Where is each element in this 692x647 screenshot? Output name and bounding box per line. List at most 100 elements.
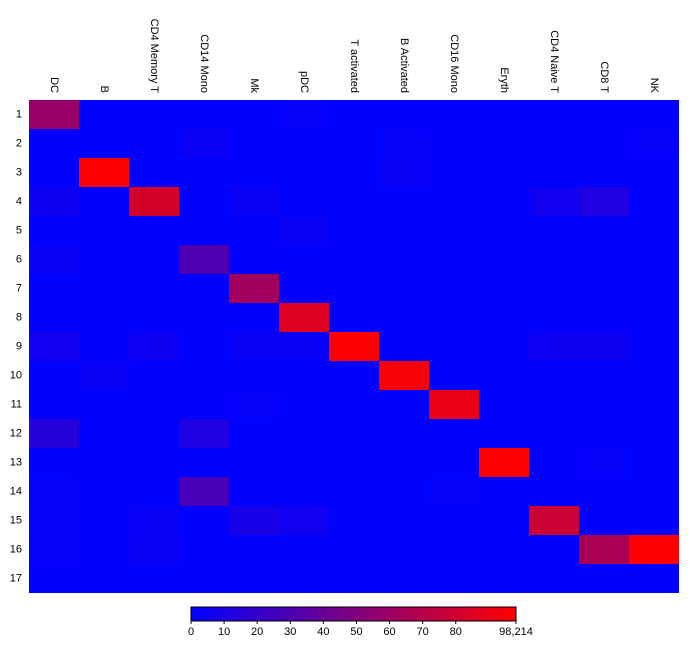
heatmap-cell-r8-b bbox=[79, 303, 129, 332]
heatmap-cell-r2-t-activated bbox=[329, 129, 379, 158]
heatmap-cell-r10-mk bbox=[229, 361, 279, 390]
heatmap-cell-r1-b-activated bbox=[379, 100, 429, 129]
heatmap-cell-r12-cd14-mono bbox=[179, 419, 229, 448]
colorbar-tick-label: 30 bbox=[284, 626, 296, 638]
heatmap-cell-r2-cd14-mono bbox=[179, 129, 229, 158]
heatmap-cell-r9-cd14-mono bbox=[179, 332, 229, 361]
heatmap-cell-r9-mk bbox=[229, 332, 279, 361]
colorbar-tick-label: 80 bbox=[450, 626, 462, 638]
heatmap-cell-r14-mk bbox=[229, 477, 279, 506]
heatmap-cell-r15-cd8-t bbox=[579, 506, 629, 535]
heatmap-cell-r10-b-activated bbox=[379, 361, 429, 390]
heatmap-cell-r8-eryth bbox=[479, 303, 529, 332]
heatmap-cell-r17-eryth bbox=[479, 564, 529, 593]
heatmap-cell-r6-t-activated bbox=[329, 245, 379, 274]
row-label-6: 6 bbox=[16, 253, 22, 265]
heatmap-cell-r10-t-activated bbox=[329, 361, 379, 390]
heatmap-cells bbox=[29, 100, 679, 593]
heatmap-cell-r11-cd8-t bbox=[579, 390, 629, 419]
heatmap-cell-r8-cd16-mono bbox=[429, 303, 479, 332]
heatmap-cell-r6-b bbox=[79, 245, 129, 274]
row-label-9: 9 bbox=[16, 340, 22, 352]
colorbar: 0 10 20 30 40 50 60 70 80 98,214 bbox=[188, 606, 533, 638]
heatmap-cell-r14-b-activated bbox=[379, 477, 429, 506]
heatmap-cell-r12-cd16-mono bbox=[429, 419, 479, 448]
heatmap-cell-r3-pdc bbox=[279, 158, 329, 187]
heatmap-cell-r11-mk bbox=[229, 390, 279, 419]
column-label-pdc: pDC bbox=[298, 71, 310, 93]
colorbar-tick-label: 0 bbox=[188, 626, 194, 638]
heatmap-cell-r14-pdc bbox=[279, 477, 329, 506]
heatmap-cell-r5-t-activated bbox=[329, 216, 379, 245]
heatmap-cell-r15-cd4-naive-t bbox=[529, 506, 579, 535]
heatmap-cell-r1-dc bbox=[29, 100, 79, 129]
column-label-b-activated: B Activated bbox=[398, 38, 410, 93]
heatmap-cell-r2-cd4-memory-t bbox=[129, 129, 179, 158]
heatmap-cell-r2-cd4-naive-t bbox=[529, 129, 579, 158]
heatmap-cell-r4-nk bbox=[629, 187, 679, 216]
heatmap-cell-r14-cd8-t bbox=[579, 477, 629, 506]
row-label-12: 12 bbox=[10, 427, 22, 439]
heatmap-cell-r10-cd16-mono bbox=[429, 361, 479, 390]
heatmap-cell-r16-cd4-memory-t bbox=[129, 535, 179, 564]
heatmap-cell-r14-eryth bbox=[479, 477, 529, 506]
heatmap-cell-r13-cd14-mono bbox=[179, 448, 229, 477]
heatmap-cell-r10-cd14-mono bbox=[179, 361, 229, 390]
heatmap-cell-r13-b bbox=[79, 448, 129, 477]
heatmap-cell-r3-eryth bbox=[479, 158, 529, 187]
heatmap-cell-r3-cd14-mono bbox=[179, 158, 229, 187]
heatmap-cell-r9-eryth bbox=[479, 332, 529, 361]
heatmap-cell-r2-dc bbox=[29, 129, 79, 158]
heatmap-cell-r12-pdc bbox=[279, 419, 329, 448]
heatmap-cell-r7-cd16-mono bbox=[429, 274, 479, 303]
heatmap-cell-r11-pdc bbox=[279, 390, 329, 419]
heatmap-cell-r5-pdc bbox=[279, 216, 329, 245]
heatmap-cell-r10-b bbox=[79, 361, 129, 390]
heatmap-cell-r11-eryth bbox=[479, 390, 529, 419]
row-label-4: 4 bbox=[16, 195, 22, 207]
heatmap-cell-r4-cd4-naive-t bbox=[529, 187, 579, 216]
heatmap-cell-r4-eryth bbox=[479, 187, 529, 216]
heatmap-cell-r8-mk bbox=[229, 303, 279, 332]
heatmap-cell-r2-eryth bbox=[479, 129, 529, 158]
heatmap-cell-r7-cd4-naive-t bbox=[529, 274, 579, 303]
heatmap-cell-r11-b-activated bbox=[379, 390, 429, 419]
heatmap-cell-r2-mk bbox=[229, 129, 279, 158]
heatmap-cell-r15-b bbox=[79, 506, 129, 535]
heatmap-cell-r3-cd16-mono bbox=[429, 158, 479, 187]
heatmap-cell-r7-dc bbox=[29, 274, 79, 303]
heatmap-cell-r8-cd4-naive-t bbox=[529, 303, 579, 332]
heatmap-cell-r9-cd8-t bbox=[579, 332, 629, 361]
heatmap-cell-r12-cd8-t bbox=[579, 419, 629, 448]
heatmap-cell-r17-cd16-mono bbox=[429, 564, 479, 593]
heatmap-cell-r8-t-activated bbox=[329, 303, 379, 332]
heatmap-cell-r6-nk bbox=[629, 245, 679, 274]
heatmap-cell-r16-cd14-mono bbox=[179, 535, 229, 564]
heatmap-cell-r15-eryth bbox=[479, 506, 529, 535]
heatmap-cell-r7-b-activated bbox=[379, 274, 429, 303]
heatmap-cell-r9-dc bbox=[29, 332, 79, 361]
heatmap-cell-r11-dc bbox=[29, 390, 79, 419]
heatmap-cell-r5-b-activated bbox=[379, 216, 429, 245]
heatmap-cell-r7-b bbox=[79, 274, 129, 303]
heatmap-cell-r13-pdc bbox=[279, 448, 329, 477]
column-labels: DC B CD4 Memory T CD14 Mono Mk pDC T activated… bbox=[48, 19, 660, 94]
heatmap-cell-r17-nk bbox=[629, 564, 679, 593]
heatmap-cell-r14-cd4-memory-t bbox=[129, 477, 179, 506]
heatmap-cell-r13-dc bbox=[29, 448, 79, 477]
heatmap-cell-r14-nk bbox=[629, 477, 679, 506]
heatmap-cell-r4-cd8-t bbox=[579, 187, 629, 216]
heatmap-cell-r12-b-activated bbox=[379, 419, 429, 448]
heatmap-cell-r12-dc bbox=[29, 419, 79, 448]
heatmap-cell-r13-mk bbox=[229, 448, 279, 477]
heatmap-cell-r5-cd8-t bbox=[579, 216, 629, 245]
column-label-cd8-t: CD8 T bbox=[598, 61, 610, 93]
heatmap-cell-r4-t-activated bbox=[329, 187, 379, 216]
heatmap-cell-r16-eryth bbox=[479, 535, 529, 564]
heatmap-cell-r17-b bbox=[79, 564, 129, 593]
row-label-14: 14 bbox=[10, 485, 22, 497]
column-label-nk: NK bbox=[648, 78, 660, 94]
heatmap-cell-r8-pdc bbox=[279, 303, 329, 332]
heatmap-cell-r14-t-activated bbox=[329, 477, 379, 506]
